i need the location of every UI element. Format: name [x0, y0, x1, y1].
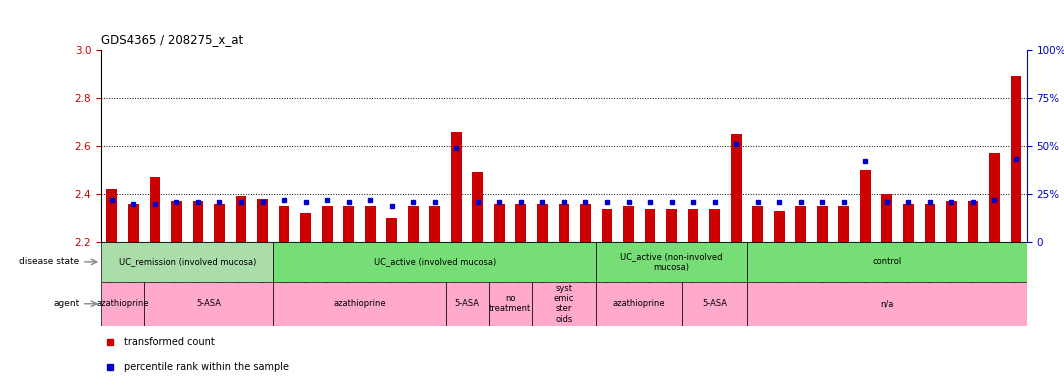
Bar [731, 134, 742, 242]
Text: UC_active (involved mucosa): UC_active (involved mucosa) [373, 257, 496, 266]
Text: n/a: n/a [880, 299, 894, 308]
Bar [747, 281, 1027, 326]
Text: 5-ASA: 5-ASA [702, 299, 727, 308]
Bar [580, 204, 591, 242]
Text: UC_remission (involved mucosa): UC_remission (involved mucosa) [118, 257, 255, 266]
Bar [881, 194, 893, 242]
Bar [144, 281, 273, 326]
Bar [257, 199, 268, 242]
Bar [300, 214, 311, 242]
Bar [101, 281, 144, 326]
Bar [128, 204, 138, 242]
Text: GDS4365 / 208275_x_at: GDS4365 / 208275_x_at [101, 33, 244, 46]
Bar [494, 204, 504, 242]
Bar [273, 242, 596, 281]
Bar [321, 206, 332, 242]
Bar [710, 209, 720, 242]
Bar [925, 204, 935, 242]
Bar [532, 281, 596, 326]
Bar [365, 206, 376, 242]
Text: 5-ASA: 5-ASA [454, 299, 480, 308]
Bar [860, 170, 870, 242]
Bar [559, 204, 569, 242]
Bar [150, 177, 161, 242]
Bar [472, 172, 483, 242]
Bar [682, 281, 747, 326]
Bar [430, 206, 440, 242]
Bar [451, 132, 462, 242]
Bar [624, 206, 634, 242]
Text: control: control [872, 257, 901, 266]
Bar [817, 206, 828, 242]
Text: percentile rank within the sample: percentile rank within the sample [124, 362, 289, 372]
Text: azathioprine: azathioprine [333, 299, 386, 308]
Bar [752, 206, 763, 242]
Text: agent: agent [53, 299, 80, 308]
Bar [1011, 76, 1021, 242]
Text: azathioprine: azathioprine [97, 299, 149, 308]
Bar [838, 206, 849, 242]
Text: transformed count: transformed count [124, 337, 215, 347]
Bar [946, 201, 957, 242]
Text: disease state: disease state [19, 257, 80, 266]
Bar [106, 189, 117, 242]
Bar [101, 242, 273, 281]
Bar [666, 209, 677, 242]
Bar [795, 206, 807, 242]
Bar [214, 204, 225, 242]
Bar [967, 201, 978, 242]
Text: 5-ASA: 5-ASA [196, 299, 221, 308]
Bar [344, 206, 354, 242]
Bar [446, 281, 488, 326]
Text: UC_active (non-involved
mucosa): UC_active (non-involved mucosa) [620, 252, 722, 271]
Bar [408, 206, 418, 242]
Bar [601, 209, 613, 242]
Text: no
treatment: no treatment [489, 294, 531, 313]
Bar [596, 281, 682, 326]
Text: syst
emic
ster
oids: syst emic ster oids [553, 284, 575, 324]
Bar [279, 206, 289, 242]
Bar [537, 204, 548, 242]
Text: azathioprine: azathioprine [613, 299, 666, 308]
Bar [515, 204, 527, 242]
Bar [488, 281, 532, 326]
Bar [990, 153, 1000, 242]
Bar [596, 242, 747, 281]
Bar [687, 209, 698, 242]
Bar [193, 201, 203, 242]
Bar [747, 242, 1027, 281]
Bar [235, 197, 247, 242]
Bar [386, 218, 397, 242]
Bar [273, 281, 446, 326]
Bar [645, 209, 655, 242]
Bar [171, 201, 182, 242]
Bar [903, 204, 914, 242]
Bar [774, 211, 784, 242]
